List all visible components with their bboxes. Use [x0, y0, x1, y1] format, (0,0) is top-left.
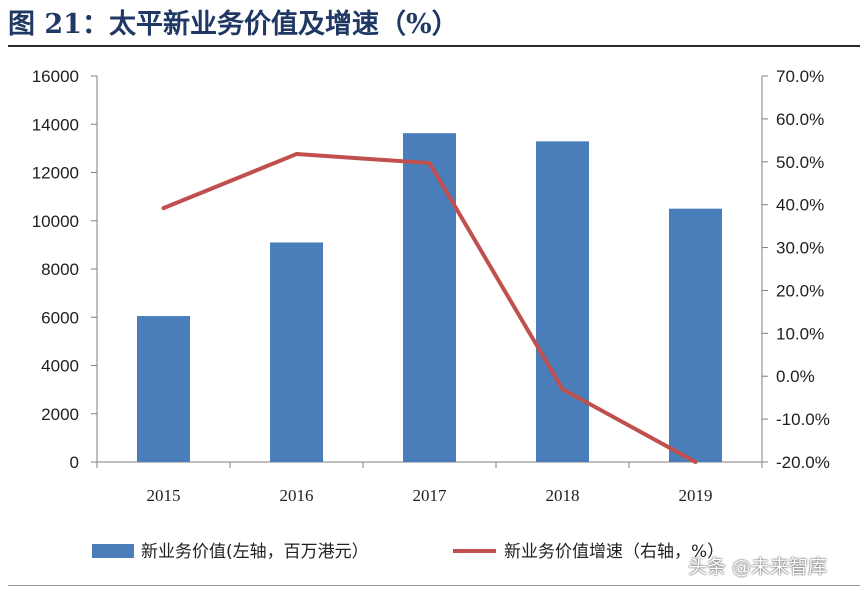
- right-tick-label: 10.0%: [776, 324, 824, 343]
- x-tick-label: 2017: [413, 486, 448, 505]
- right-tick-label: 60.0%: [776, 110, 824, 129]
- x-tick-label: 2019: [679, 486, 713, 505]
- bar: [403, 133, 456, 462]
- bar: [137, 316, 190, 462]
- right-tick-label: 30.0%: [776, 239, 824, 258]
- bar: [536, 141, 589, 462]
- left-tick-label: 10000: [32, 212, 79, 231]
- bar-series: [137, 133, 722, 462]
- legend: 新业务价值(左轴，百万港元） 新业务价值增速（右轴，%）: [92, 542, 724, 562]
- right-tick-label: -10.0%: [776, 410, 830, 429]
- watermark: 头条 @未来智库: [688, 556, 828, 578]
- right-tick-label: -20.0%: [776, 453, 830, 472]
- left-tick-label: 16000: [32, 67, 79, 86]
- bottom-divider: [8, 585, 860, 586]
- legend-label-bar: 新业务价值(左轴，百万港元）: [141, 542, 369, 562]
- right-axis: -20.0% -10.0% 0.0% 10.0% 20.0% 30.0% 40.0% 50.0…: [761, 67, 830, 472]
- legend-swatch-bar: [92, 544, 134, 558]
- right-tick-label: 0.0%: [776, 367, 815, 386]
- left-tick-label: 2000: [41, 405, 79, 424]
- x-tick-label: 2015: [147, 486, 181, 505]
- bar: [669, 208, 722, 462]
- left-axis: 0 2000 4000 6000 8000 10000 12000 14000 16000: [32, 67, 98, 472]
- left-tick-label: 8000: [41, 260, 79, 279]
- right-tick-label: 40.0%: [776, 196, 824, 215]
- x-tick-label: 2016: [280, 486, 314, 505]
- left-tick-label: 14000: [32, 115, 79, 134]
- left-tick-label: 4000: [41, 357, 79, 376]
- right-tick-label: 70.0%: [776, 67, 824, 86]
- left-tick-label: 6000: [41, 308, 79, 327]
- line-point: [294, 152, 299, 157]
- legend-label-line: 新业务价值增速（右轴，%）: [504, 542, 724, 562]
- x-axis: 2015 2016 2017 2018 2019: [96, 461, 763, 505]
- line-point: [693, 460, 698, 464]
- x-tick-label: 2018: [546, 486, 580, 505]
- line-point: [560, 387, 565, 392]
- line-point: [161, 206, 166, 211]
- left-tick-label: 12000: [32, 164, 79, 183]
- title-divider: [8, 45, 860, 47]
- page-title: 图 21：太平新业务价值及增速（%）: [8, 9, 459, 40]
- left-tick-label: 0: [70, 453, 79, 472]
- line-series: [161, 152, 698, 464]
- bar: [270, 242, 323, 462]
- line-point: [427, 161, 432, 166]
- right-tick-label: 50.0%: [776, 153, 824, 172]
- right-tick-label: 20.0%: [776, 281, 824, 300]
